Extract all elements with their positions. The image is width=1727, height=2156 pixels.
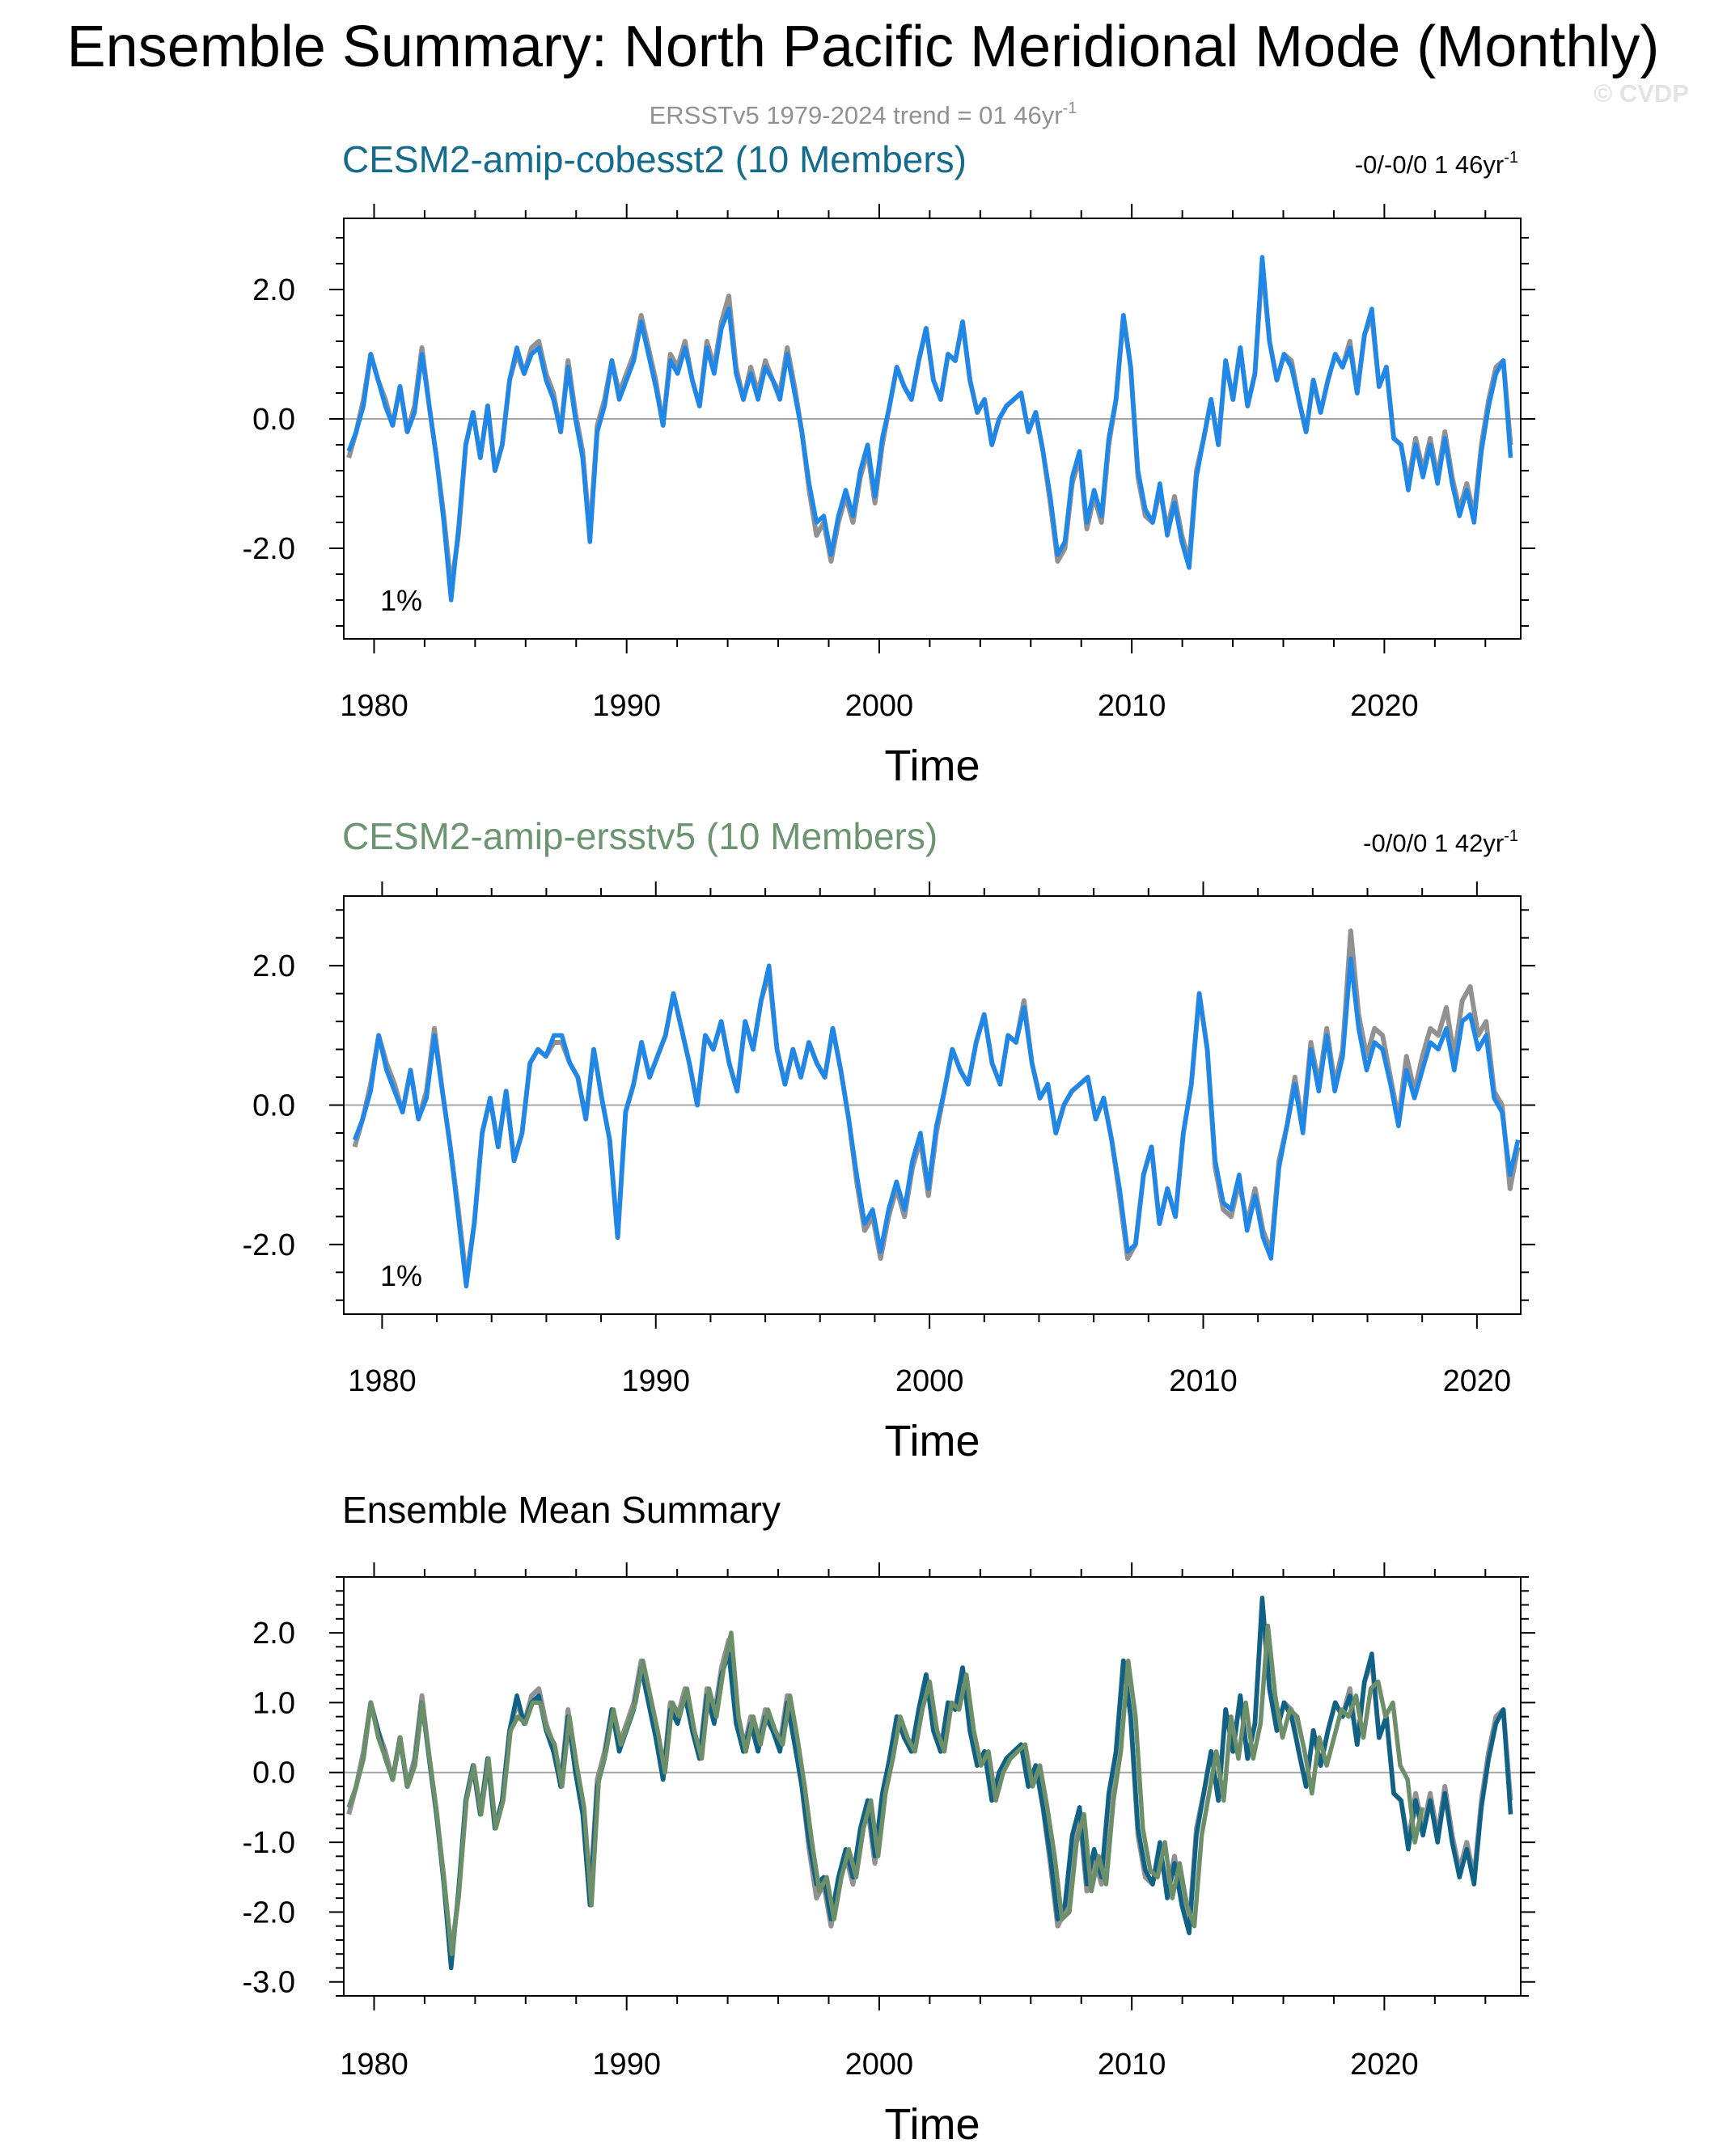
panel1-xtick-label: 1980 — [340, 689, 408, 723]
panel1-xtick-label: 2020 — [1350, 689, 1419, 723]
panel3-ytick-label: -2.0 — [243, 1896, 295, 1930]
panel3-ytick-label: 2.0 — [252, 1617, 295, 1651]
panel3-ytick-label: -1.0 — [243, 1826, 295, 1860]
panel1-trend-text: -0/-0/0 1 46yr — [1355, 150, 1504, 179]
panel3-ytick-label: 0.0 — [252, 1757, 295, 1790]
panel2-trend-sup: -1 — [1504, 827, 1518, 845]
panel2-ytick-label: -2.0 — [243, 1228, 295, 1262]
watermark: © CVDP — [1594, 79, 1689, 108]
panel2-ytick-label: 0.0 — [252, 1089, 295, 1123]
panel3-series-obs-line — [346, 1602, 1513, 1957]
panel-cobesst2: CESM2-amip-cobesst2 (10 Members) -0/-0/0… — [243, 138, 1535, 790]
panel1-trend-sup: -1 — [1504, 149, 1518, 167]
panel1-series-obs-line — [346, 261, 1513, 590]
panel3-ytick-label: 1.0 — [252, 1686, 295, 1720]
panel1-title: CESM2-amip-cobesst2 (10 Members) — [342, 138, 967, 180]
panel2-title: CESM2-amip-ersstv5 (10 Members) — [342, 815, 938, 857]
panel3-xlabel: Time — [885, 2100, 980, 2149]
panel2-series-member-line — [352, 956, 1521, 1289]
panel2-xtick-label: 2010 — [1169, 1364, 1238, 1398]
panel2-percent-label: 1% — [380, 1259, 422, 1292]
panel1-xtick-label: 2000 — [845, 689, 914, 723]
panel-ensemble-mean: Ensemble Mean Summary 1980 1990 2000 2010 20… — [243, 1489, 1535, 2149]
panel2-plot: 1980 1990 2000 2010 2020 -2.0 0.0 2.0 1% Time — [243, 881, 1535, 1465]
panel3-series-mean2-line — [346, 1623, 1424, 1956]
panel2-xtick-label: 1980 — [348, 1364, 417, 1398]
panel2-xlabel: Time — [885, 1417, 980, 1465]
panel-ersstv5: CESM2-amip-ersstv5 (10 Members) -0/0/0 1… — [243, 815, 1535, 1465]
panel2-trend-text: -0/0/0 1 42yr — [1363, 829, 1504, 857]
panel3-ytick-label: -3.0 — [243, 1966, 295, 2000]
panel1-ytick-label: -2.0 — [243, 532, 295, 566]
figure-subtitle-text: ERSSTv5 1979-2024 trend = 01 46yr — [650, 101, 1063, 129]
panel3-xtick-label: 2020 — [1350, 2048, 1419, 2082]
panel1-frame — [343, 218, 1522, 640]
panel1-xtick-label: 2010 — [1098, 689, 1166, 723]
panel3-xtick-label: 1990 — [592, 2048, 661, 2082]
panel3-xtick-label: 2000 — [845, 2048, 914, 2082]
panel2-xtick-label: 2020 — [1443, 1364, 1512, 1398]
panel2-ytick-label: 2.0 — [252, 949, 295, 983]
panel1-plot: 1980 1990 2000 2010 2020 -2.0 0.0 2.0 1% Time — [243, 204, 1535, 790]
panel1-series-member-line — [346, 255, 1513, 602]
panel3-frame — [343, 1576, 1522, 1997]
panel1-xtick-label: 1990 — [592, 689, 661, 723]
panel3-xtick-label: 2010 — [1098, 2048, 1166, 2082]
panel3-title: Ensemble Mean Summary — [342, 1489, 781, 1531]
panel2-trend: -0/0/0 1 42yr-1 — [1363, 827, 1518, 857]
panel3-plot: 1980 1990 2000 2010 2020 -3.0 -2.0 -1.0 0.0 1.0 2.… — [243, 1562, 1535, 2149]
figure-subtitle: ERSSTv5 1979-2024 trend = 01 46yr-1 — [650, 99, 1077, 129]
figure-title: Ensemble Summary: North Pacific Meridion… — [67, 15, 1660, 79]
panel3-series-mean1-line — [346, 1596, 1513, 1971]
panel3-xtick-label: 1980 — [340, 2048, 408, 2082]
panel2-xtick-label: 2000 — [895, 1364, 964, 1398]
panel1-percent-label: 1% — [380, 584, 422, 617]
panel1-ytick-label: 2.0 — [252, 273, 295, 307]
panel1-ytick-label: 0.0 — [252, 403, 295, 437]
panel2-xtick-label: 1990 — [621, 1364, 690, 1398]
figure-subtitle-sup: -1 — [1063, 99, 1077, 117]
panel1-trend: -0/-0/0 1 46yr-1 — [1355, 149, 1518, 179]
panel1-xlabel: Time — [885, 742, 980, 790]
